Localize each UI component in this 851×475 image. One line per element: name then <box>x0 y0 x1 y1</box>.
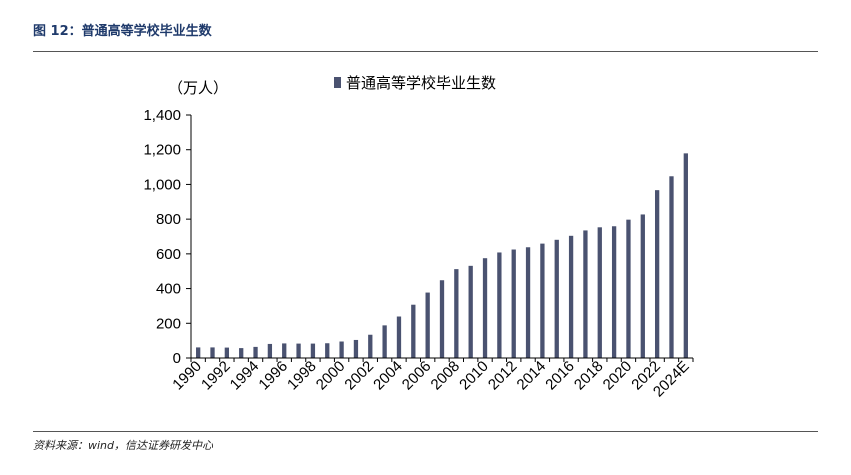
y-tick-label: 400 <box>156 281 181 298</box>
bar <box>282 343 287 358</box>
legend-label: 普通高等学校毕业生数 <box>346 74 496 92</box>
bar <box>597 227 602 358</box>
bar <box>267 343 273 358</box>
bar <box>353 339 359 358</box>
bar <box>439 280 445 358</box>
bar <box>511 249 516 358</box>
bar <box>626 219 631 358</box>
figure-title: 图 12：普通高等学校毕业生数 <box>33 24 212 39</box>
bar <box>468 265 473 358</box>
x-tick-label: 2018 <box>571 358 607 394</box>
bar <box>669 176 674 358</box>
bar <box>482 258 488 358</box>
source-note: 资料来源：wind，信达证券研发中心 <box>33 439 214 452</box>
y-tick-label: 1,400 <box>143 107 181 124</box>
bar <box>396 316 402 358</box>
x-tick-label: 2020 <box>600 358 636 394</box>
bar <box>611 226 617 358</box>
bar <box>425 292 430 358</box>
y-tick-label: 600 <box>156 246 181 263</box>
legend-swatch <box>334 77 341 88</box>
y-tick-label: 0 <box>173 350 181 367</box>
bar <box>568 235 574 358</box>
x-tick-label: 2016 <box>542 358 578 394</box>
bar <box>325 343 330 358</box>
x-tick-label: 2008 <box>428 358 464 394</box>
bar <box>411 304 416 358</box>
bar <box>640 214 645 358</box>
x-tick-label: 2000 <box>313 358 349 394</box>
y-tick-label: 800 <box>156 211 181 228</box>
top-divider <box>33 51 818 52</box>
x-tick-label: 1996 <box>255 358 291 394</box>
bottom-divider <box>33 431 818 432</box>
bar <box>310 343 316 358</box>
y-tick-label: 200 <box>156 315 181 332</box>
y-tick-label: 1,000 <box>143 176 181 193</box>
bar <box>525 247 531 358</box>
x-tick-label: 1992 <box>198 358 234 394</box>
x-tick-label: 2014 <box>514 358 550 394</box>
bar <box>683 153 688 358</box>
x-tick-label: 2002 <box>341 358 377 394</box>
bar <box>339 341 344 358</box>
bar <box>210 347 215 358</box>
bar <box>224 347 230 358</box>
bar <box>654 190 660 358</box>
bar <box>497 252 502 358</box>
y-tick-label: 1,200 <box>143 142 181 159</box>
x-tick-label: 1994 <box>227 358 263 394</box>
x-tick-label: 2006 <box>399 358 435 394</box>
bar <box>296 343 301 358</box>
x-tick-label: 1998 <box>284 358 320 394</box>
bars-group <box>196 153 688 358</box>
bar <box>554 239 559 358</box>
x-axis-group: 1990199219941996199820002002200420062008… <box>169 357 694 400</box>
bar <box>540 243 545 358</box>
bar <box>382 325 387 358</box>
x-tick-label: 2012 <box>485 358 521 394</box>
bar <box>368 334 373 358</box>
y-axis-group: 0 200 400 600 800 1,000 1,200 1,400 <box>143 107 192 367</box>
bar <box>454 269 459 358</box>
x-tick-label: 2004 <box>370 358 406 394</box>
bar <box>583 230 588 358</box>
y-unit-label: （万人） <box>168 79 228 97</box>
bar <box>196 347 201 358</box>
bar <box>253 346 258 358</box>
bar <box>239 348 244 358</box>
x-tick-label: 2010 <box>456 358 492 394</box>
